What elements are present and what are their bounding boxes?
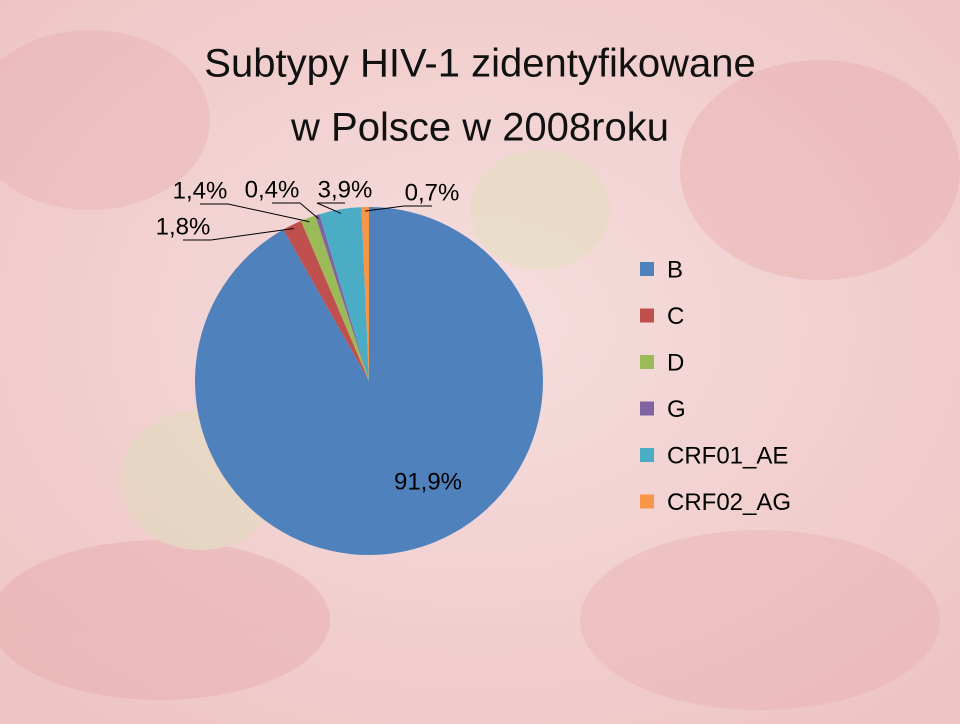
chart-title: w Polsce w 2008roku [290,106,669,150]
legend-swatch [640,262,654,276]
data-label: 0,7% [405,179,460,206]
background-cells [0,30,960,710]
legend-label: B [667,256,683,283]
legend-label: C [667,303,684,330]
data-label: 3,9% [318,176,373,203]
data-label: 0,4% [245,176,300,203]
pie-slice [361,207,369,381]
legend-swatch [640,448,654,462]
legend-label: CRF02_AG [667,489,791,516]
leader-line [183,228,294,241]
pie-slice [319,207,369,381]
legend-swatch [640,401,654,416]
legend-swatch [640,355,654,369]
legend-swatch [640,494,654,509]
pie-slice [315,214,369,381]
leader-line [316,202,345,214]
data-label: 1,8% [156,213,211,240]
chart-title: Subtypy HIV-1 zidentyfikowane [204,42,755,86]
pie-slice [300,215,369,381]
data-label: 91,9% [394,468,462,495]
data-label: 1,4% [173,177,228,204]
leader-line [365,205,432,212]
leader-line [272,202,319,220]
pie-slice [194,207,543,555]
legend-label: G [667,396,686,423]
pie-slice [283,220,369,381]
legend-label: CRF01_AE [667,442,788,469]
legend-label: D [667,349,684,376]
leader-line [200,203,310,223]
legend-swatch [640,308,654,323]
